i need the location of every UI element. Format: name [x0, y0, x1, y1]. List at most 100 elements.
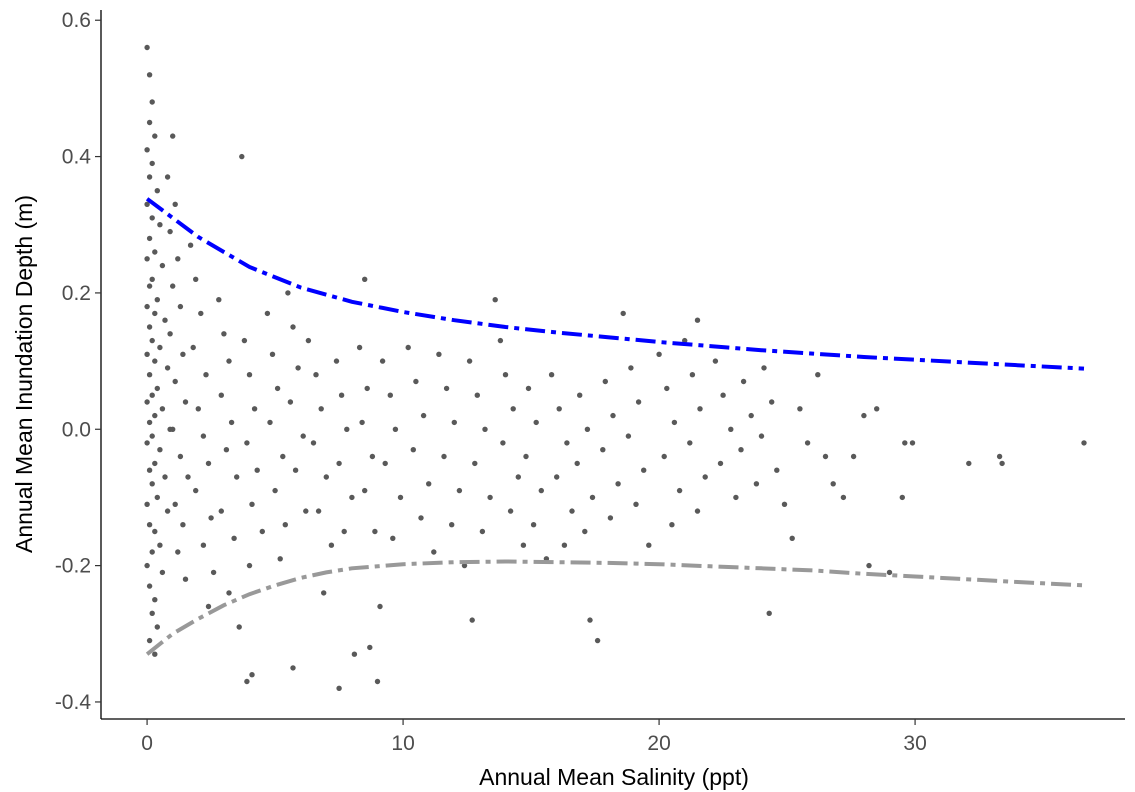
data-point: [146, 283, 153, 289]
data-point: [200, 542, 207, 548]
data-point: [149, 276, 155, 282]
y-tick-label: -0.2: [55, 555, 91, 578]
data-point: [274, 385, 281, 392]
data-point: [822, 453, 829, 460]
data-point: [228, 419, 235, 426]
data-point: [656, 351, 662, 357]
data-point: [154, 188, 160, 194]
data-point: [602, 378, 608, 385]
data-point: [146, 235, 153, 242]
data-point: [157, 344, 163, 351]
data-point: [712, 358, 719, 364]
data-point: [382, 460, 388, 467]
data-point: [523, 453, 529, 460]
data-point: [149, 610, 155, 616]
data-point: [996, 453, 1003, 460]
data-point: [146, 324, 153, 330]
data-point: [172, 378, 178, 385]
data-point: [164, 508, 171, 514]
data-point: [758, 433, 765, 439]
data-point: [661, 453, 667, 460]
data-point: [152, 528, 158, 535]
data-point: [769, 399, 775, 405]
data-point: [479, 528, 486, 535]
data-point: [615, 481, 621, 487]
data-point: [152, 358, 158, 364]
data-point: [694, 317, 701, 323]
data-point: [374, 678, 381, 685]
data-point: [175, 256, 181, 262]
data-point: [689, 372, 696, 378]
data-point: [164, 174, 171, 180]
data-point: [310, 440, 317, 446]
data-point: [144, 147, 150, 153]
data-point: [351, 651, 358, 657]
data-point: [149, 160, 155, 167]
data-point: [397, 494, 404, 501]
data-point: [154, 385, 160, 392]
data-point: [850, 453, 857, 460]
data-point: [676, 487, 683, 494]
data-point: [815, 372, 821, 378]
data-point: [418, 515, 424, 521]
data-point: [589, 494, 596, 501]
data-point: [152, 651, 158, 657]
data-point: [538, 487, 544, 494]
data-point: [364, 385, 370, 392]
data-point: [195, 406, 201, 412]
data-point: [702, 474, 708, 480]
y-tick-label: -0.4: [55, 691, 92, 714]
data-point: [569, 508, 575, 514]
data-point: [146, 637, 153, 644]
data-point: [146, 522, 153, 528]
data-point: [359, 419, 365, 426]
data-point: [146, 467, 153, 473]
series-line-2: [145, 559, 1085, 656]
data-point: [830, 481, 836, 487]
data-point: [152, 310, 158, 317]
data-point: [369, 453, 376, 460]
x-tick-label: 20: [647, 732, 670, 755]
data-point: [152, 597, 158, 603]
data-point: [180, 522, 186, 528]
data-point: [564, 440, 570, 446]
data-point: [146, 72, 153, 78]
data-point: [223, 447, 230, 453]
data-point: [210, 569, 217, 576]
data-point: [146, 174, 153, 180]
data-point: [282, 522, 288, 528]
data-point: [574, 460, 580, 467]
data-point: [1081, 440, 1087, 446]
data-point: [272, 487, 278, 494]
data-point: [584, 426, 591, 432]
data-point: [482, 426, 488, 432]
data-point: [162, 317, 168, 323]
data-point: [172, 501, 178, 507]
series-line-1: [145, 197, 1085, 371]
data-point: [305, 337, 312, 344]
data-point: [193, 276, 199, 282]
y-axis-ticks: -0.4 -0.2 0.0 0.2 0.4 0.6: [55, 9, 101, 714]
data-point: [466, 358, 473, 364]
data-point: [303, 508, 309, 514]
data-point: [149, 433, 155, 439]
data-point: [587, 617, 593, 623]
data-point: [620, 310, 626, 317]
data-point: [515, 474, 521, 480]
data-point: [244, 678, 250, 685]
data-point: [144, 562, 150, 569]
data-point: [349, 494, 355, 501]
data-point: [497, 337, 504, 344]
data-point: [216, 297, 222, 303]
data-point: [449, 522, 455, 528]
data-point: [548, 372, 555, 378]
data-point: [733, 494, 739, 501]
y-axis-title: Annual Mean Inundation Depth (m): [11, 195, 37, 553]
data-point: [190, 344, 196, 351]
data-point: [318, 406, 324, 412]
data-point: [267, 419, 273, 426]
data-point: [157, 222, 163, 228]
data-point: [159, 406, 166, 412]
data-point: [315, 508, 322, 514]
